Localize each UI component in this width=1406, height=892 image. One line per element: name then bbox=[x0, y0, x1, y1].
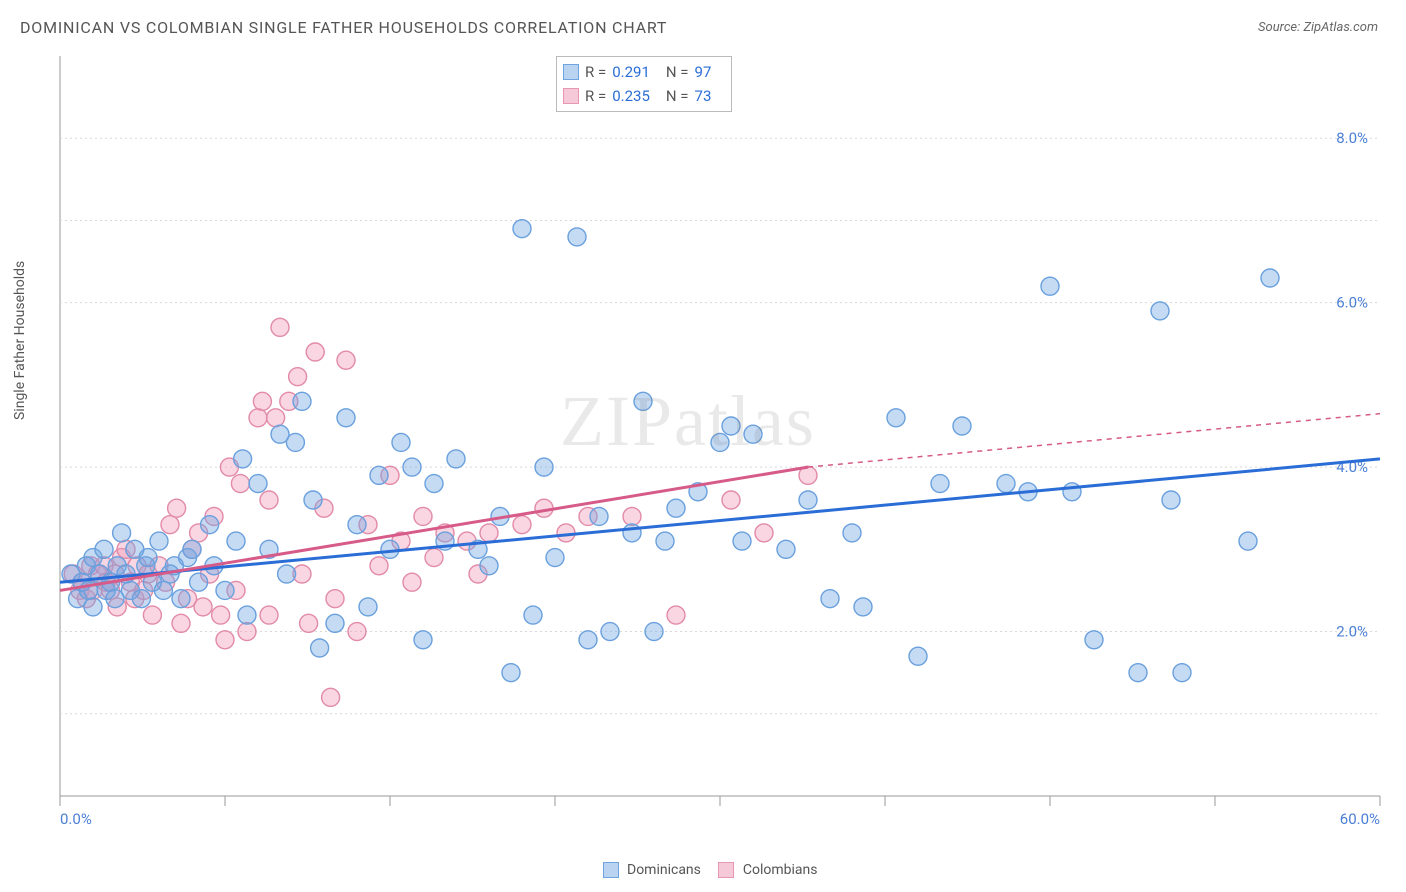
n-label: N = bbox=[666, 84, 689, 108]
r-value-colombians: 0.235 bbox=[612, 84, 650, 108]
legend-label-colombians: Colombians bbox=[743, 862, 818, 878]
chart-area: 2.0%4.0%6.0%8.0%0.0%60.0% bbox=[50, 50, 1390, 830]
swatch-colombians-bottom bbox=[718, 862, 734, 878]
chart-title: DOMINICAN VS COLOMBIAN SINGLE FATHER HOU… bbox=[20, 18, 667, 37]
svg-text:8.0%: 8.0% bbox=[1336, 129, 1368, 147]
svg-text:6.0%: 6.0% bbox=[1336, 294, 1368, 312]
legend-label-dominicans: Dominicans bbox=[627, 862, 701, 878]
r-label: R = bbox=[585, 60, 606, 84]
source-value: ZipAtlas.com bbox=[1303, 20, 1378, 35]
source-attribution: Source: ZipAtlas.com bbox=[1258, 20, 1378, 35]
r-value-dominicans: 0.291 bbox=[612, 60, 650, 84]
n-value-dominicans: 97 bbox=[695, 60, 712, 84]
swatch-dominicans bbox=[563, 64, 579, 80]
scatter-chart: 2.0%4.0%6.0%8.0%0.0%60.0% bbox=[50, 50, 1390, 830]
n-label: N = bbox=[666, 60, 689, 84]
svg-text:2.0%: 2.0% bbox=[1336, 623, 1368, 641]
swatch-dominicans-bottom bbox=[603, 862, 619, 878]
svg-text:60.0%: 60.0% bbox=[1340, 810, 1380, 828]
r-label: R = bbox=[585, 84, 606, 108]
source-label: Source: bbox=[1258, 20, 1300, 35]
svg-text:0.0%: 0.0% bbox=[60, 810, 92, 828]
bottom-legend: Dominicans Colombians bbox=[0, 862, 1406, 878]
swatch-colombians bbox=[563, 88, 579, 104]
y-axis-label: Single Father Households bbox=[12, 261, 28, 420]
stats-row-colombians: R = 0.235 N = 73 bbox=[563, 84, 721, 108]
stats-row-dominicans: R = 0.291 N = 97 bbox=[563, 60, 721, 84]
n-value-colombians: 73 bbox=[695, 84, 712, 108]
stats-legend-box: R = 0.291 N = 97 R = 0.235 N = 73 bbox=[556, 56, 732, 112]
